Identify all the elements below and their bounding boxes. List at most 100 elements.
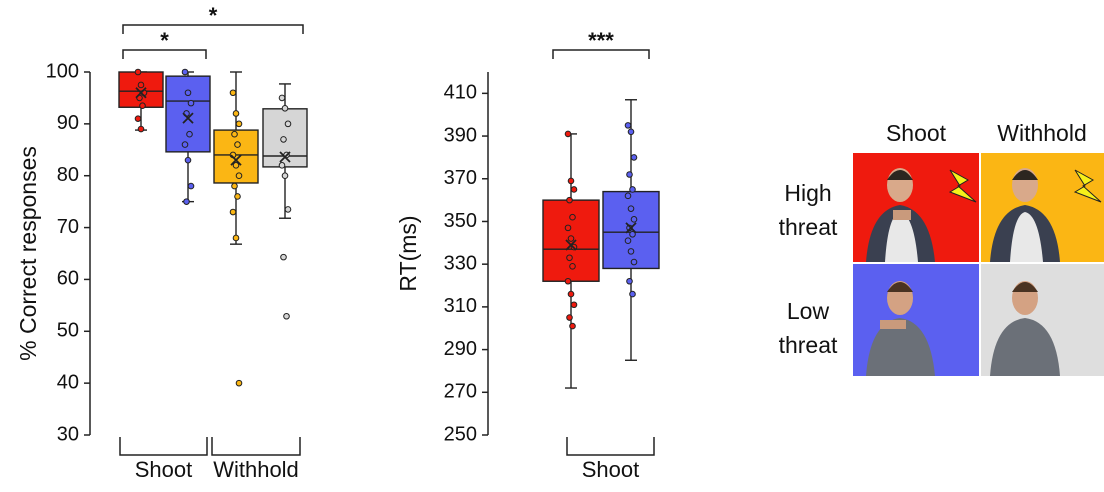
- mean-marker: [182, 112, 194, 124]
- data-point: [186, 130, 193, 138]
- y-tick-label: 30: [57, 423, 79, 445]
- data-point: [181, 68, 189, 76]
- y-tick-label: 50: [57, 320, 79, 342]
- data-point: [231, 182, 238, 190]
- data-point: [234, 193, 241, 200]
- row-label: threat: [779, 214, 838, 240]
- condition-images: [853, 153, 1104, 376]
- y-tick-label: 100: [46, 60, 79, 82]
- box-plot: [118, 68, 164, 133]
- y-tick-label: 290: [444, 338, 477, 360]
- data-point: [566, 254, 573, 262]
- y-tick-label: 90: [57, 112, 79, 134]
- data-point: [234, 141, 241, 148]
- y-axis-title: RT(ms): [395, 215, 421, 291]
- box-plot: [602, 99, 660, 361]
- data-point: [629, 230, 636, 238]
- y-tick-label: 350: [444, 210, 477, 232]
- data-point: [624, 237, 632, 244]
- mean-marker: [279, 151, 291, 163]
- data-point: [232, 162, 240, 169]
- data-point: [278, 162, 286, 169]
- y-tick-label: 370: [444, 167, 477, 189]
- group-label: Shoot: [135, 457, 193, 482]
- box-plot: [213, 71, 259, 387]
- data-point: [564, 130, 572, 138]
- data-point: [280, 136, 287, 143]
- mean-marker: [230, 154, 242, 166]
- box: [118, 71, 164, 108]
- group-bracket: [119, 437, 208, 456]
- data-point: [235, 379, 243, 387]
- data-point: [278, 94, 286, 102]
- data-point: [284, 206, 292, 213]
- group-label: Shoot: [582, 457, 640, 482]
- data-point: [569, 263, 576, 270]
- data-point: [284, 120, 292, 128]
- data-point: [570, 186, 578, 193]
- data-point: [569, 322, 576, 330]
- data-point: [184, 156, 192, 164]
- data-point: [187, 182, 195, 190]
- data-point: [187, 99, 195, 107]
- data-point: [281, 172, 289, 180]
- data-point: [567, 290, 575, 298]
- figure-high-shoot: [866, 168, 977, 262]
- data-point: [229, 89, 237, 97]
- data-point: [627, 205, 635, 212]
- mean-marker: [135, 87, 147, 99]
- row-label: threat: [779, 332, 838, 358]
- data-point: [626, 224, 633, 232]
- significance-label: *: [160, 28, 169, 53]
- data-point: [235, 120, 243, 128]
- figure-high-withhold: [990, 168, 1102, 262]
- data-point: [566, 196, 573, 204]
- data-point: [183, 198, 190, 205]
- data-point: [629, 186, 636, 193]
- data-point: [564, 277, 572, 285]
- data-point: [630, 154, 638, 161]
- data-point: [626, 171, 633, 178]
- data-point: [235, 172, 243, 180]
- group-bracket: [566, 437, 655, 456]
- data-point: [137, 125, 145, 133]
- data-point: [232, 234, 240, 242]
- significance-bracket: [122, 24, 304, 34]
- y-tick-label: 330: [444, 252, 477, 274]
- data-point: [570, 301, 578, 309]
- mean-marker: [625, 222, 637, 234]
- data-point: [232, 110, 240, 117]
- data-point: [134, 68, 142, 76]
- significance-bracket: [122, 49, 207, 59]
- data-point: [629, 290, 636, 298]
- data-point: [564, 224, 572, 232]
- figure-low-withhold: [990, 281, 1060, 376]
- y-tick-label: 410: [444, 82, 477, 104]
- figure-low-shoot: [866, 281, 935, 376]
- y-tick-label: 70: [57, 216, 79, 238]
- data-point: [181, 141, 189, 148]
- significance-bracket: [552, 49, 650, 59]
- data-point: [281, 105, 289, 112]
- box-plot: [262, 83, 308, 320]
- row-label: Low: [787, 298, 830, 324]
- y-tick-label: 60: [57, 268, 79, 290]
- significance-label: ***: [588, 28, 614, 53]
- data-point: [569, 213, 576, 221]
- y-tick-label: 270: [444, 381, 477, 403]
- box: [165, 75, 211, 153]
- column-label: Withhold: [997, 120, 1086, 146]
- y-tick-label: 390: [444, 124, 477, 146]
- data-point: [184, 89, 192, 97]
- data-point: [229, 208, 237, 216]
- y-tick-label: 80: [57, 164, 79, 186]
- data-point: [630, 258, 638, 266]
- box-plot: [165, 68, 211, 205]
- y-tick-label: 40: [57, 371, 79, 393]
- data-point: [567, 235, 575, 242]
- y-tick-label: 310: [444, 295, 477, 317]
- y-axis-title: % Correct responses: [15, 146, 41, 361]
- data-point: [231, 130, 238, 138]
